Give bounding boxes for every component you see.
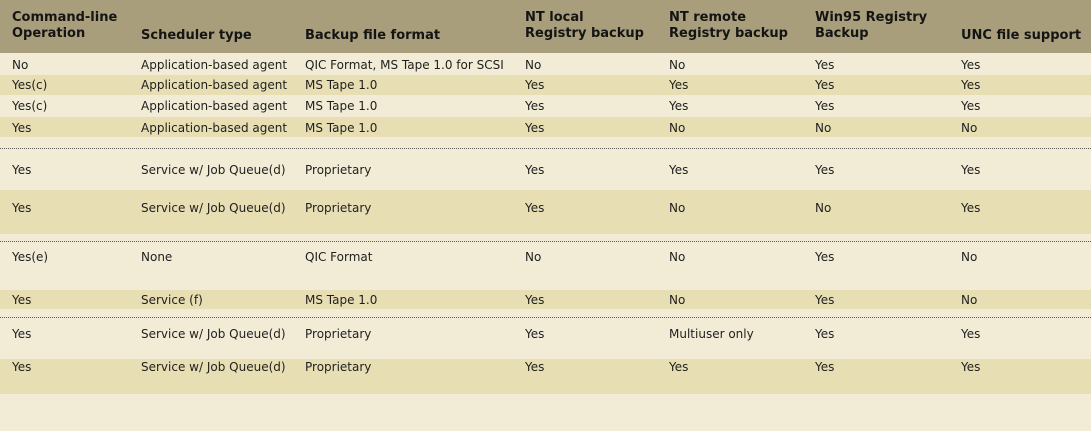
cell-unc: Yes — [961, 78, 981, 92]
cell-nt-remote: No — [669, 293, 686, 307]
cell-command-line: No — [12, 58, 29, 72]
cell-scheduler-type: Service w/ Job Queue(d) — [141, 201, 286, 215]
table-row: Yes(c) Application-based agent MS Tape 1… — [0, 75, 1091, 95]
cell-win95: Yes — [815, 327, 835, 341]
cell-scheduler-type: Application-based agent — [141, 78, 288, 92]
table-header: Command-line Operation Scheduler type Ba… — [0, 0, 1091, 53]
cell-win95: Yes — [815, 293, 835, 307]
cell-nt-local: Yes — [525, 78, 545, 92]
cell-win95: Yes — [815, 360, 835, 374]
cell-command-line: Yes(c) — [12, 99, 48, 113]
cell-nt-remote: No — [669, 58, 686, 72]
cell-backup-format: MS Tape 1.0 — [305, 121, 378, 135]
cell-backup-format: Proprietary — [305, 201, 372, 215]
cell-nt-local: Yes — [525, 99, 545, 113]
cell-scheduler-type: Service w/ Job Queue(d) — [141, 360, 286, 374]
cell-nt-local: No — [525, 250, 542, 264]
header-nt-local-registry-backup: NT local Registry backup — [525, 10, 644, 41]
cell-unc: Yes — [961, 360, 981, 374]
cell-unc: Yes — [961, 58, 981, 72]
cell-command-line: Yes — [12, 201, 32, 215]
cell-nt-local: Yes — [525, 293, 545, 307]
cell-command-line: Yes(c) — [12, 78, 48, 92]
header-command-line-operation: Command-line Operation — [12, 10, 118, 41]
cell-command-line: Yes — [12, 327, 32, 341]
cell-scheduler-type: Service w/ Job Queue(d) — [141, 327, 286, 341]
cell-nt-remote: Multiuser only — [669, 327, 754, 341]
cell-command-line: Yes — [12, 293, 32, 307]
table-row: Yes Application-based agent MS Tape 1.0 … — [0, 117, 1091, 137]
cell-nt-remote: Yes — [669, 360, 689, 374]
cell-command-line: Yes — [12, 360, 32, 374]
cell-backup-format: QIC Format, MS Tape 1.0 for SCSI — [305, 58, 504, 72]
cell-backup-format: Proprietary — [305, 360, 372, 374]
cell-scheduler-type: Application-based agent — [141, 99, 288, 113]
cell-unc: No — [961, 250, 978, 264]
table-row: Yes Service (f) MS Tape 1.0 Yes No Yes N… — [0, 290, 1091, 309]
table-row: Yes Service w/ Job Queue(d) Proprietary … — [0, 319, 1091, 359]
cell-command-line: Yes — [12, 121, 32, 135]
cell-backup-format: Proprietary — [305, 163, 372, 177]
cell-scheduler-type: Service (f) — [141, 293, 203, 307]
cell-win95: No — [815, 201, 832, 215]
cell-nt-local: Yes — [525, 121, 545, 135]
table-row: Yes Service w/ Job Queue(d) Proprietary … — [0, 150, 1091, 190]
header-scheduler-type: Scheduler type — [141, 28, 252, 43]
cell-win95: Yes — [815, 58, 835, 72]
cell-command-line: Yes — [12, 163, 32, 177]
cell-nt-local: Yes — [525, 360, 545, 374]
header-nt-remote-registry-backup: NT remote Registry backup — [669, 10, 788, 41]
cell-nt-remote: Yes — [669, 99, 689, 113]
cell-win95: Yes — [815, 78, 835, 92]
cell-unc: No — [961, 121, 978, 135]
cell-backup-format: QIC Format — [305, 250, 373, 264]
cell-backup-format: MS Tape 1.0 — [305, 99, 378, 113]
cell-backup-format: MS Tape 1.0 — [305, 78, 378, 92]
cell-scheduler-type: Application-based agent — [141, 121, 288, 135]
group-divider — [0, 148, 1091, 149]
cell-win95: Yes — [815, 163, 835, 177]
cell-unc: Yes — [961, 163, 981, 177]
cell-nt-local: Yes — [525, 163, 545, 177]
cell-nt-local: No — [525, 58, 542, 72]
cell-backup-format: MS Tape 1.0 — [305, 293, 378, 307]
cell-nt-remote: Yes — [669, 163, 689, 177]
cell-nt-local: Yes — [525, 327, 545, 341]
group-divider — [0, 317, 1091, 318]
table-row: Yes(e) None QIC Format No No Yes No — [0, 243, 1091, 290]
cell-nt-remote: No — [669, 201, 686, 215]
cell-command-line: Yes(e) — [12, 250, 49, 264]
cell-backup-format: Proprietary — [305, 327, 372, 341]
cell-nt-remote: No — [669, 121, 686, 135]
table-row: Yes Service w/ Job Queue(d) Proprietary … — [0, 359, 1091, 394]
header-unc-file-support: UNC file support — [961, 28, 1082, 43]
cell-unc: No — [961, 293, 978, 307]
cell-win95: Yes — [815, 250, 835, 264]
group-divider — [0, 241, 1091, 242]
cell-unc: Yes — [961, 99, 981, 113]
cell-nt-remote: Yes — [669, 78, 689, 92]
table-row: No Application-based agent QIC Format, M… — [0, 53, 1091, 75]
cell-win95: Yes — [815, 99, 835, 113]
cell-win95: No — [815, 121, 832, 135]
cell-unc: Yes — [961, 327, 981, 341]
table-row: Yes Service w/ Job Queue(d) Proprietary … — [0, 190, 1091, 234]
table-row: Yes(c) Application-based agent MS Tape 1… — [0, 95, 1091, 117]
cell-scheduler-type: None — [141, 250, 173, 264]
header-win95-registry-backup: Win95 Registry Backup — [815, 10, 928, 41]
cell-nt-local: Yes — [525, 201, 545, 215]
header-backup-file-format: Backup file format — [305, 28, 441, 43]
cell-scheduler-type: Application-based agent — [141, 58, 288, 72]
cell-scheduler-type: Service w/ Job Queue(d) — [141, 163, 286, 177]
cell-unc: Yes — [961, 201, 981, 215]
cell-nt-remote: No — [669, 250, 686, 264]
